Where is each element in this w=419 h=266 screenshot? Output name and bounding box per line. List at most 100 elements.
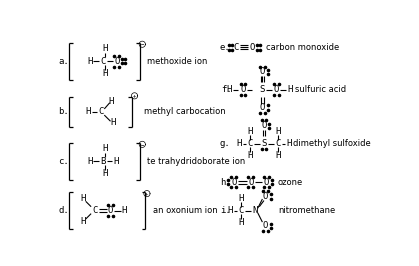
Text: dimethyl sulfoxide: dimethyl sulfoxide — [293, 139, 371, 148]
Point — [237, 82, 244, 86]
Text: C: C — [100, 57, 106, 66]
Point — [268, 182, 275, 186]
Point — [264, 103, 271, 107]
Point — [233, 185, 239, 190]
Text: carbon monoxide: carbon monoxide — [266, 43, 339, 52]
Text: O: O — [260, 68, 265, 76]
Text: H: H — [109, 97, 114, 106]
Text: −: − — [141, 42, 144, 47]
Point — [228, 174, 235, 179]
Text: +: + — [145, 191, 149, 196]
Text: O: O — [263, 222, 268, 230]
Text: b.: b. — [59, 107, 69, 117]
Text: −: − — [141, 142, 144, 147]
Text: H: H — [247, 151, 253, 160]
Point — [263, 147, 270, 151]
Text: N: N — [252, 206, 257, 215]
Text: e.: e. — [219, 43, 230, 52]
Point — [245, 174, 252, 179]
Text: H: H — [122, 206, 127, 215]
Point — [116, 54, 122, 58]
Text: +: + — [133, 93, 136, 98]
Text: S: S — [260, 85, 265, 94]
Point — [229, 43, 235, 47]
Point — [109, 203, 116, 207]
Text: H: H — [102, 44, 108, 53]
Point — [226, 43, 233, 47]
Text: H: H — [247, 127, 253, 136]
Point — [265, 174, 272, 179]
Point — [261, 185, 267, 190]
Point — [250, 174, 256, 179]
Point — [258, 118, 265, 123]
Point — [275, 93, 282, 97]
Point — [271, 93, 277, 97]
Point — [264, 107, 271, 112]
Text: O: O — [248, 178, 253, 186]
Point — [275, 82, 282, 86]
Point — [268, 222, 274, 226]
Point — [264, 72, 271, 76]
Point — [266, 121, 273, 126]
Point — [266, 126, 273, 130]
Text: methoxide ion: methoxide ion — [147, 57, 207, 66]
Point — [122, 61, 129, 66]
Text: B: B — [100, 157, 106, 166]
Text: H: H — [238, 194, 243, 203]
Text: S: S — [261, 139, 266, 148]
Text: H: H — [102, 144, 108, 153]
Point — [225, 182, 232, 186]
Point — [233, 174, 239, 179]
Point — [237, 93, 244, 97]
Text: d.: d. — [59, 206, 69, 215]
Text: O: O — [261, 121, 266, 130]
Text: nitromethane: nitromethane — [278, 206, 335, 215]
Point — [116, 64, 122, 69]
Point — [119, 61, 125, 66]
Text: g.: g. — [220, 139, 230, 148]
Text: H: H — [87, 57, 92, 66]
Point — [257, 64, 264, 69]
Point — [119, 57, 125, 61]
Text: H: H — [226, 85, 232, 94]
Point — [253, 43, 260, 47]
Point — [264, 68, 271, 72]
Text: H: H — [85, 107, 91, 117]
Point — [245, 185, 252, 190]
Text: C: C — [98, 107, 104, 117]
Text: O: O — [260, 103, 265, 112]
Point — [250, 185, 256, 190]
Point — [268, 192, 274, 197]
Point — [264, 189, 271, 193]
Text: C: C — [238, 206, 243, 215]
Text: H: H — [275, 127, 281, 136]
Point — [257, 48, 264, 52]
Text: O: O — [263, 192, 268, 201]
Point — [111, 64, 118, 69]
Text: H: H — [238, 218, 243, 227]
Text: a.: a. — [59, 57, 69, 66]
Point — [258, 147, 265, 151]
Text: H: H — [87, 157, 92, 166]
Point — [268, 178, 275, 182]
Text: sulfuric acid: sulfuric acid — [295, 85, 346, 94]
Point — [268, 226, 274, 230]
Text: H: H — [110, 118, 116, 127]
Point — [261, 174, 267, 179]
Point — [228, 185, 235, 190]
Point — [105, 203, 111, 207]
Point — [261, 64, 268, 69]
Text: O: O — [241, 85, 246, 94]
Text: c.: c. — [59, 157, 69, 166]
Text: C: C — [92, 206, 98, 215]
Text: C: C — [275, 139, 281, 148]
Text: h.: h. — [220, 178, 230, 186]
Point — [265, 185, 272, 190]
Point — [263, 118, 270, 123]
Text: H: H — [236, 139, 242, 148]
Text: C: C — [233, 43, 239, 52]
Text: H: H — [81, 194, 86, 203]
Point — [242, 93, 249, 97]
Text: H: H — [102, 169, 108, 178]
Point — [225, 178, 232, 182]
